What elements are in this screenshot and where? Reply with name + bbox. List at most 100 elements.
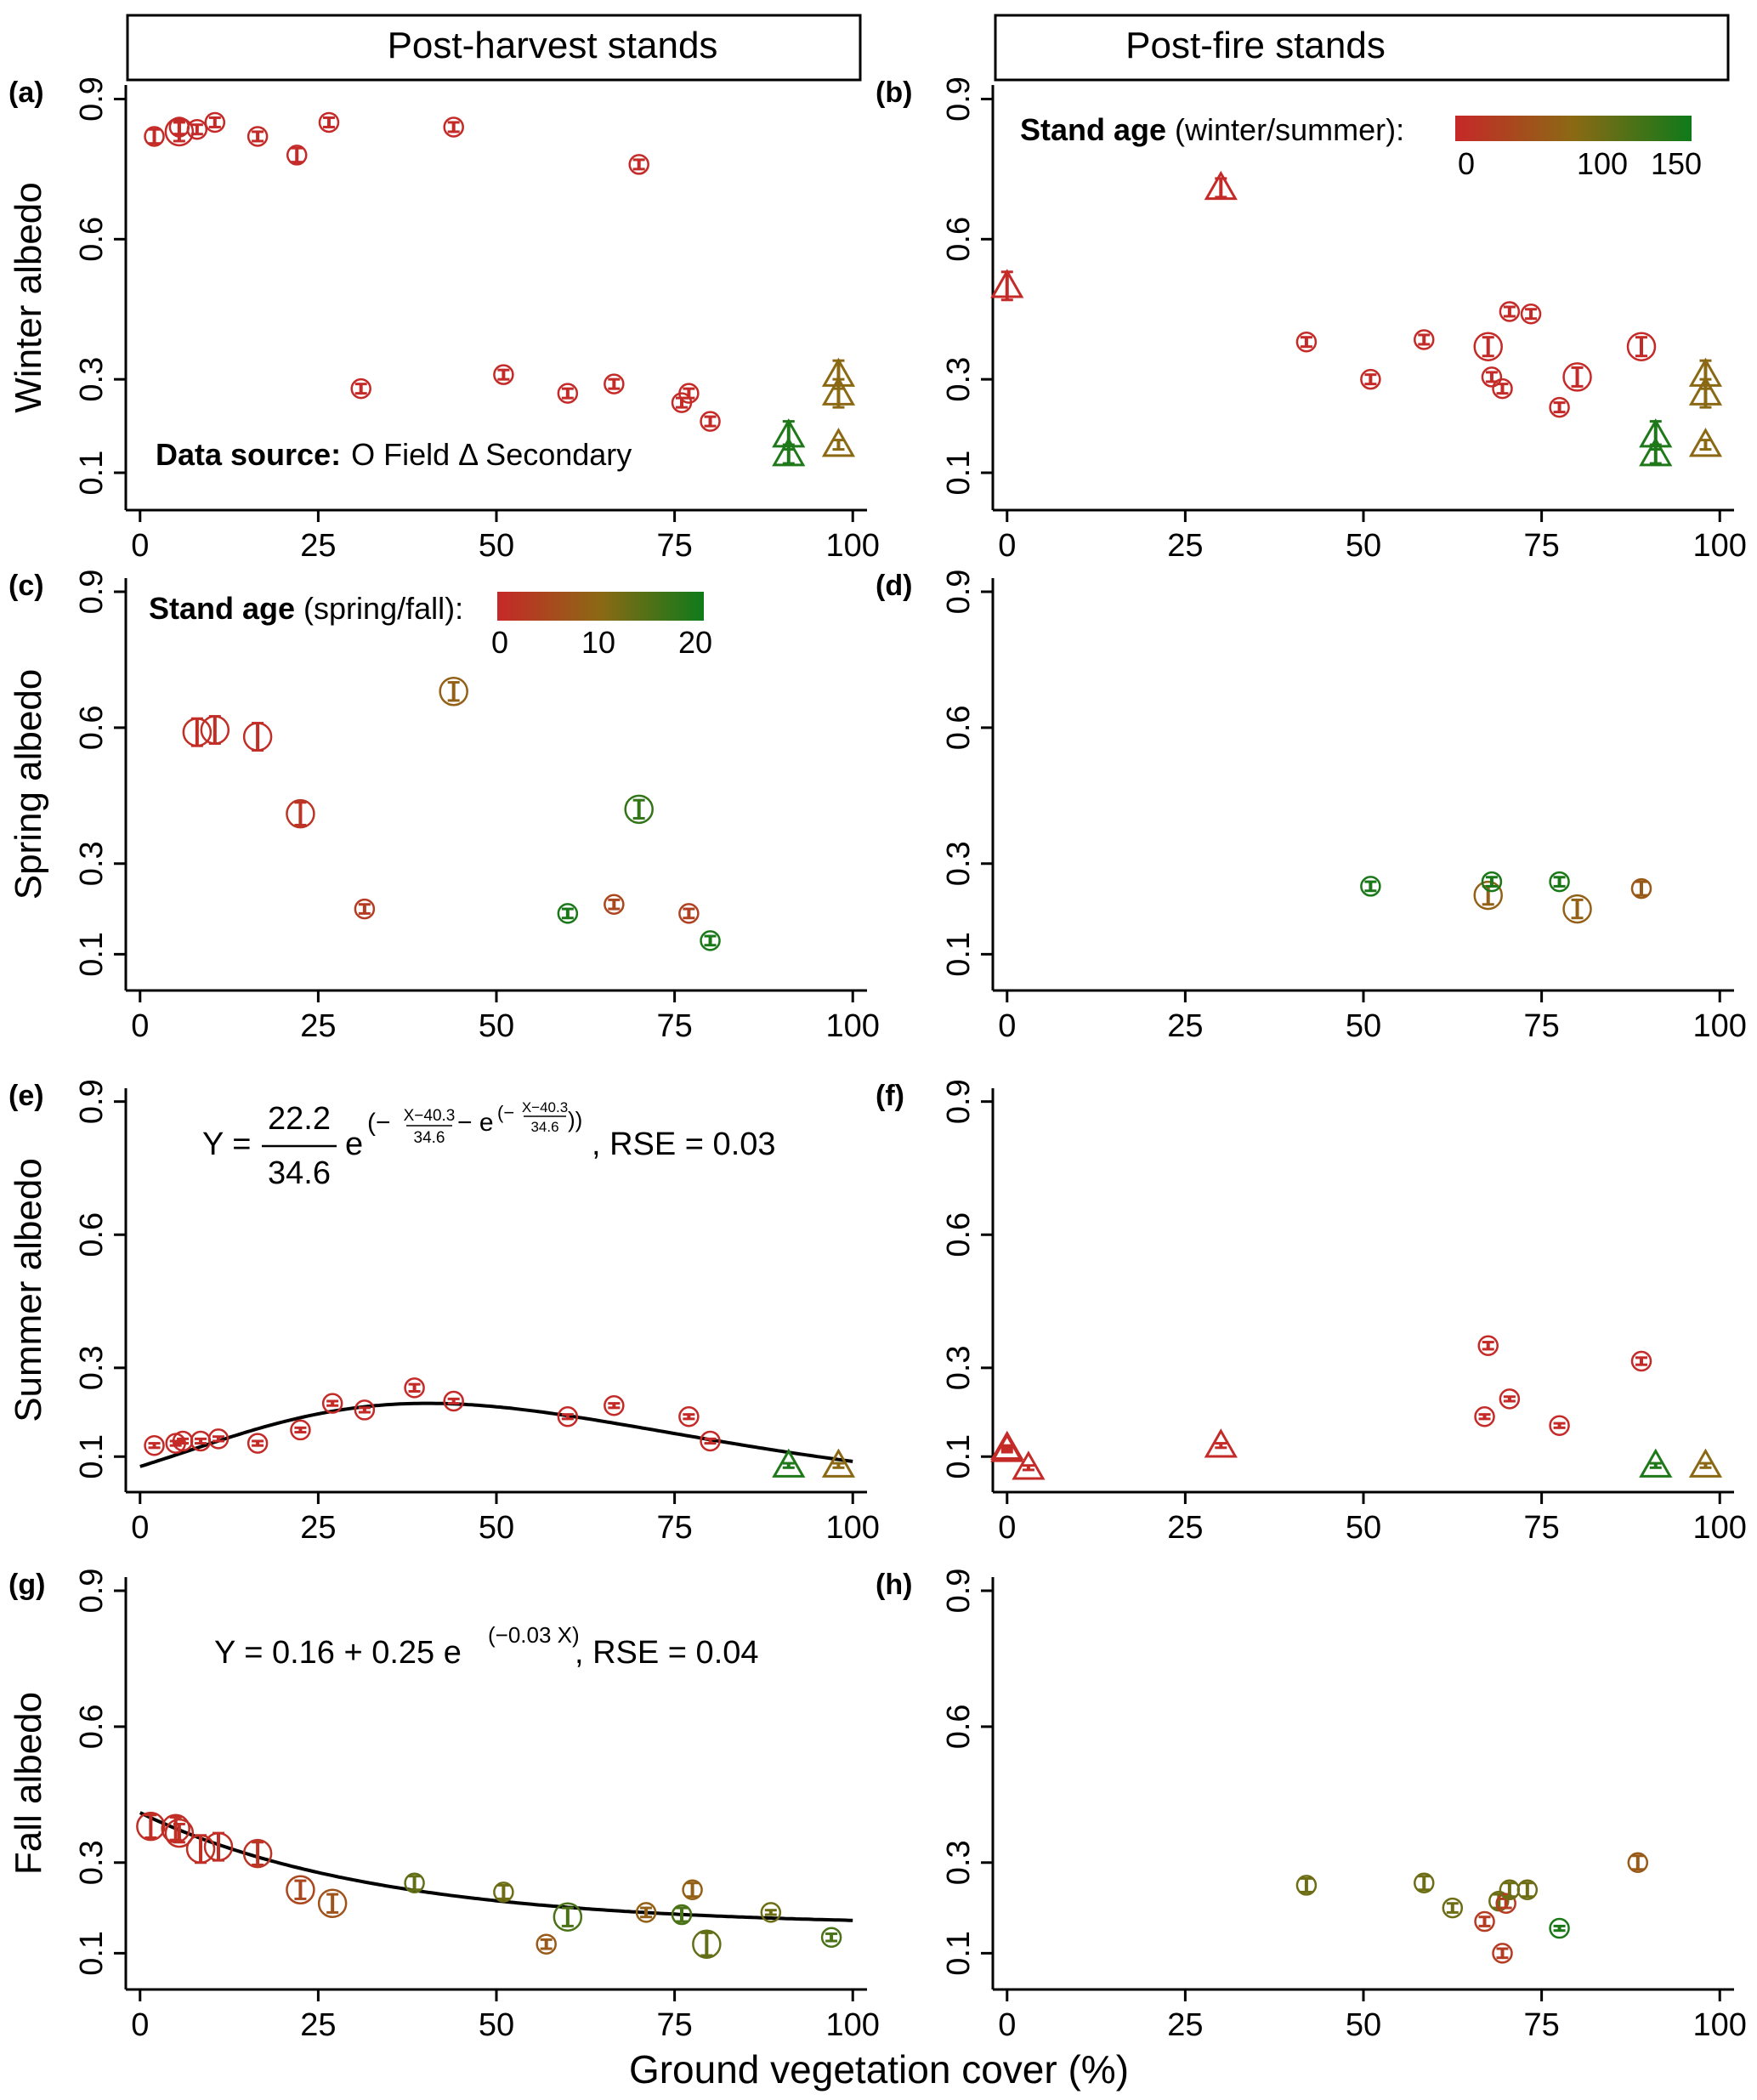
data-point [557,1406,579,1427]
x-tick-label: 75 [656,528,692,564]
x-tick-label: 75 [1523,1008,1559,1044]
data-point [692,1929,722,1959]
legend-data-source-rest: O Field Δ Secondary [351,437,632,472]
x-tick-label: 0 [131,2007,149,2043]
y-tick-label: 0.6 [74,217,110,262]
svg-text:Stand age (spring/fall):: Stand age (spring/fall): [149,591,463,626]
data-point [144,126,165,147]
x-tick-label: 0 [998,1008,1016,1044]
point-marker-circle [404,1872,425,1894]
data-point [207,1428,230,1450]
point-marker-triangle [821,1448,856,1478]
x-tick-label: 50 [1346,528,1381,564]
data-point [671,1904,693,1926]
data-point [1688,1448,1723,1478]
point-marker-triangle [1204,1428,1238,1458]
data-point [557,383,579,404]
eq-e-exp-open: (− [367,1109,391,1137]
data-point [1549,1917,1570,1939]
data-point [1626,332,1657,361]
point-marker-circle [354,1399,376,1421]
point-marker-circle [247,126,269,147]
point-marker-circle [682,1879,703,1900]
x-tick-label: 25 [1167,2007,1203,2043]
y-tick-label: 0.3 [941,841,977,886]
data-point [144,1434,165,1456]
data-point [242,722,273,752]
point-marker-circle [760,1902,782,1923]
data-point [821,1448,856,1478]
x-tick-label: 75 [656,1008,692,1044]
y-tick-label: 0.9 [941,1569,977,1614]
y-tick-label: 0.6 [74,1704,110,1749]
point-marker-circle [1492,1943,1513,1964]
panel-label: (f) [876,1080,904,1112]
eq-e-exp-den2: 34.6 [530,1119,558,1135]
point-marker-circle [624,794,654,825]
data-point [318,111,340,133]
header-post-fire: Post-fire stands [994,14,1730,82]
eq-e-num: 22.2 [268,1101,331,1137]
data-point [354,898,376,920]
data-point [1627,1852,1649,1874]
y-tick-label: 0.3 [74,357,110,402]
y-tick-label: 0.1 [74,451,110,496]
point-marker-circle [1549,1917,1570,1939]
panel-label: (h) [876,1569,912,1601]
point-marker-circle [1295,1875,1318,1896]
panel-f: (f) 0.1 0.3 0.6 0.9 0 25 50 75 100 [876,1079,1747,1546]
data-point [290,1419,311,1441]
data-point [1204,170,1238,201]
point-marker-circle [1520,303,1542,325]
data-point [1549,871,1570,893]
point-marker-circle [443,116,464,138]
point-marker-circle [1630,1350,1652,1372]
data-point [760,1902,782,1923]
data-point [700,1430,721,1452]
point-marker-circle [317,1888,348,1918]
y-tick-label: 0.6 [941,705,977,750]
point-marker-circle [247,1433,269,1454]
y-tick-label: 0.9 [74,1569,110,1614]
data-point [443,1390,464,1412]
legend-winter-tick-100: 100 [1577,146,1628,181]
y-tick-label: 0.9 [941,570,977,615]
data-point [820,1927,842,1948]
x-tick-label: 25 [300,528,336,564]
data-point [772,437,806,467]
data-point [772,1448,806,1478]
y-tick-label: 0.6 [941,217,977,262]
x-tick-label: 50 [479,1510,514,1546]
point-marker-circle [1414,329,1435,350]
y-tick-label: 0.6 [74,705,110,750]
y-tick-label: 0.1 [941,451,977,496]
point-marker-circle [493,364,514,385]
x-tick-label: 25 [300,1008,336,1044]
x-tick-label: 50 [1346,1008,1381,1044]
data-point [1414,1872,1435,1894]
data-point [443,116,464,138]
legend-winter-bold: Stand age [1020,112,1166,147]
eq-e-exp-num2: X−40.3 [522,1099,568,1115]
data-point [1499,301,1521,322]
data-point [1442,1897,1464,1919]
point-marker-circle [820,1927,842,1948]
header-right-text: Post-fire stands [1125,25,1386,66]
x-tick-label: 0 [998,2007,1016,2043]
point-marker-circle [1473,332,1503,361]
point-marker-circle [164,1818,195,1848]
data-point [1360,876,1381,897]
x-tick-label: 50 [1346,1510,1381,1546]
point-marker-circle [1549,1415,1570,1436]
eq-g-tail: , RSE = 0.04 [575,1635,759,1671]
data-point [1481,871,1503,893]
panel-label: (c) [9,570,44,602]
eq-e-exp-num1: X−40.3 [404,1107,456,1125]
data-point [1499,1879,1521,1900]
legend-spring-bold: Stand age [149,591,295,626]
data-point [404,1377,425,1399]
point-marker-circle [1549,871,1570,893]
data-point [1639,1448,1673,1478]
point-marker-circle [1562,362,1592,392]
y-tick-label: 0.1 [74,1931,110,1976]
